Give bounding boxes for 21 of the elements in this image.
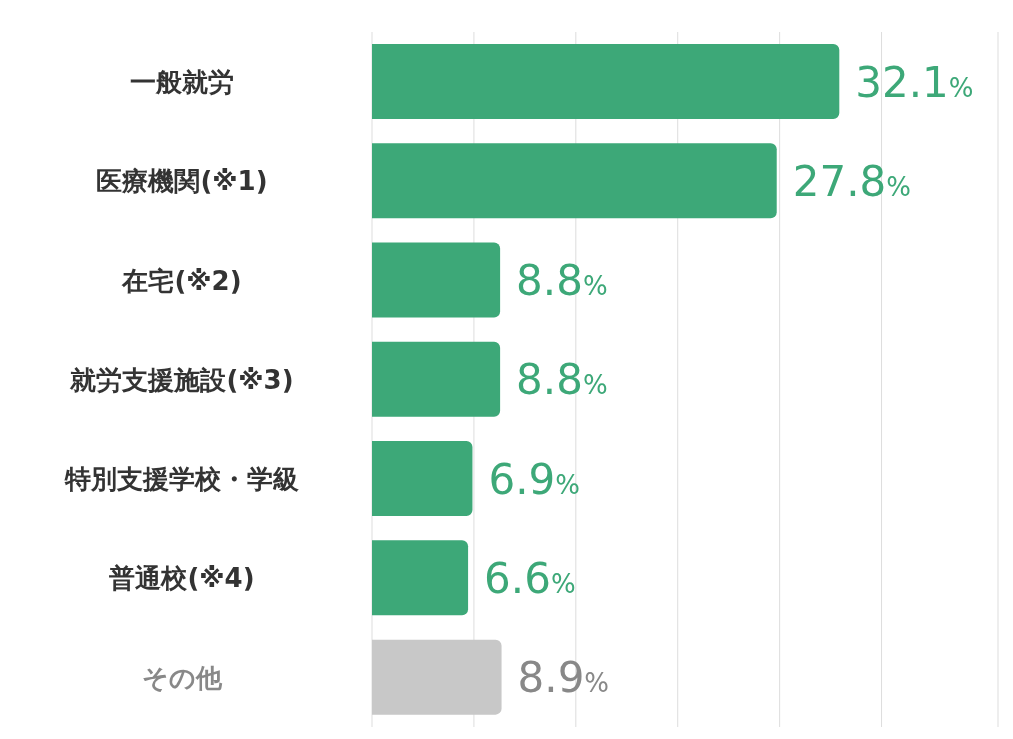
data-label: 32.1% [855,57,974,107]
bar [372,341,501,417]
y-tick-label: 一般就労 [130,67,234,97]
y-tick-label: 普通校(※4) [108,563,255,594]
data-label: 8.9% [517,653,610,703]
data-label: 27.8% [792,156,911,206]
bar [372,540,469,616]
y-tick-label: 就労支援施設(※3) [69,364,294,395]
data-label: 8.8% [516,355,608,405]
data-label: 8.8% [516,256,608,306]
y-tick-label: 在宅(※2) [121,265,242,296]
bar [372,441,473,517]
bar [372,639,502,715]
bar [372,143,777,219]
data-label: 6.6% [484,553,576,603]
y-tick-label: その他 [142,662,223,693]
y-tick-label: 医療機関(※1) [96,166,268,197]
bar [372,43,840,119]
y-tick-label: 特別支援学校・学級 [64,464,299,495]
data-label: 6.9% [488,454,580,504]
bar [372,242,501,318]
